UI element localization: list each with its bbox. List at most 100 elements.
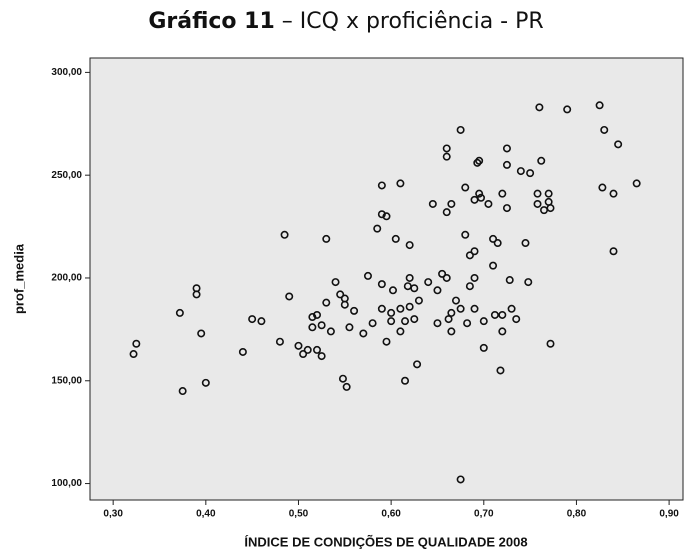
point [308, 323, 317, 332]
point [238, 347, 247, 356]
point [322, 298, 331, 307]
point [546, 339, 555, 348]
point [498, 310, 507, 319]
point [493, 239, 502, 248]
y-tick-label: 250,00 [51, 170, 82, 181]
point [405, 241, 414, 250]
point [396, 179, 405, 188]
x-tick-label: 0,30 [103, 509, 123, 520]
point [484, 199, 493, 208]
point [377, 210, 386, 219]
point [303, 345, 312, 354]
title-rest: – ICQ x proficiência - PR [275, 9, 544, 34]
point [533, 189, 542, 198]
point [331, 278, 340, 287]
point [505, 276, 514, 285]
point [502, 160, 511, 169]
point [368, 319, 377, 328]
point [461, 230, 470, 239]
point [424, 278, 433, 287]
point [489, 261, 498, 270]
point [405, 302, 414, 311]
point [359, 329, 368, 338]
point [533, 199, 542, 208]
point [317, 321, 326, 330]
point [377, 181, 386, 190]
point [388, 286, 397, 295]
point [428, 199, 437, 208]
point [442, 273, 451, 282]
point [442, 208, 451, 217]
point [473, 158, 482, 167]
point [132, 339, 141, 348]
point [470, 304, 479, 313]
point [442, 144, 451, 153]
point [502, 204, 511, 213]
point [401, 317, 410, 326]
point [413, 360, 422, 369]
point [248, 315, 257, 324]
point [342, 382, 351, 391]
point [563, 105, 572, 114]
point [456, 304, 465, 313]
x-tick-label: 0,40 [196, 509, 216, 520]
point [447, 199, 456, 208]
y-axis-label: prof_media [11, 243, 26, 314]
point [285, 292, 294, 301]
chart-title: Gráfico 11 – ICQ x proficiência - PR [148, 9, 543, 34]
point [433, 319, 442, 328]
point [433, 286, 442, 295]
point [444, 315, 453, 324]
point [544, 189, 553, 198]
point [410, 315, 419, 324]
point [475, 156, 484, 165]
point [507, 304, 516, 313]
point [363, 271, 372, 280]
point [414, 296, 423, 305]
y-tick-label: 100,00 [51, 478, 82, 489]
point [598, 183, 607, 192]
point [614, 140, 623, 149]
point [438, 269, 447, 278]
point [387, 308, 396, 317]
point [447, 308, 456, 317]
point [461, 183, 470, 192]
point [609, 247, 618, 256]
point [498, 189, 507, 198]
point [382, 212, 391, 221]
point [308, 313, 317, 322]
point [178, 387, 187, 396]
point [465, 282, 474, 291]
point [280, 230, 289, 239]
y-tick-label: 200,00 [51, 273, 82, 284]
point [336, 290, 345, 299]
point [595, 101, 604, 110]
point [340, 300, 349, 309]
point [377, 304, 386, 313]
point [322, 234, 331, 243]
point [129, 350, 138, 359]
point [405, 273, 414, 282]
point [377, 280, 386, 289]
point [373, 224, 382, 233]
point [396, 327, 405, 336]
point [345, 323, 354, 332]
point [275, 337, 284, 346]
x-tick-label: 0,60 [381, 509, 401, 520]
point [294, 341, 303, 350]
point [257, 317, 266, 326]
point [516, 167, 525, 176]
point [447, 327, 456, 336]
point [442, 152, 451, 161]
point [396, 304, 405, 313]
point [201, 378, 210, 387]
point [490, 310, 499, 319]
x-tick-label: 0,50 [289, 509, 309, 520]
point [465, 251, 474, 260]
x-tick-label: 0,80 [567, 509, 587, 520]
point [498, 327, 507, 336]
point [299, 350, 308, 359]
point [600, 125, 609, 134]
point [382, 337, 391, 346]
point [338, 374, 347, 383]
